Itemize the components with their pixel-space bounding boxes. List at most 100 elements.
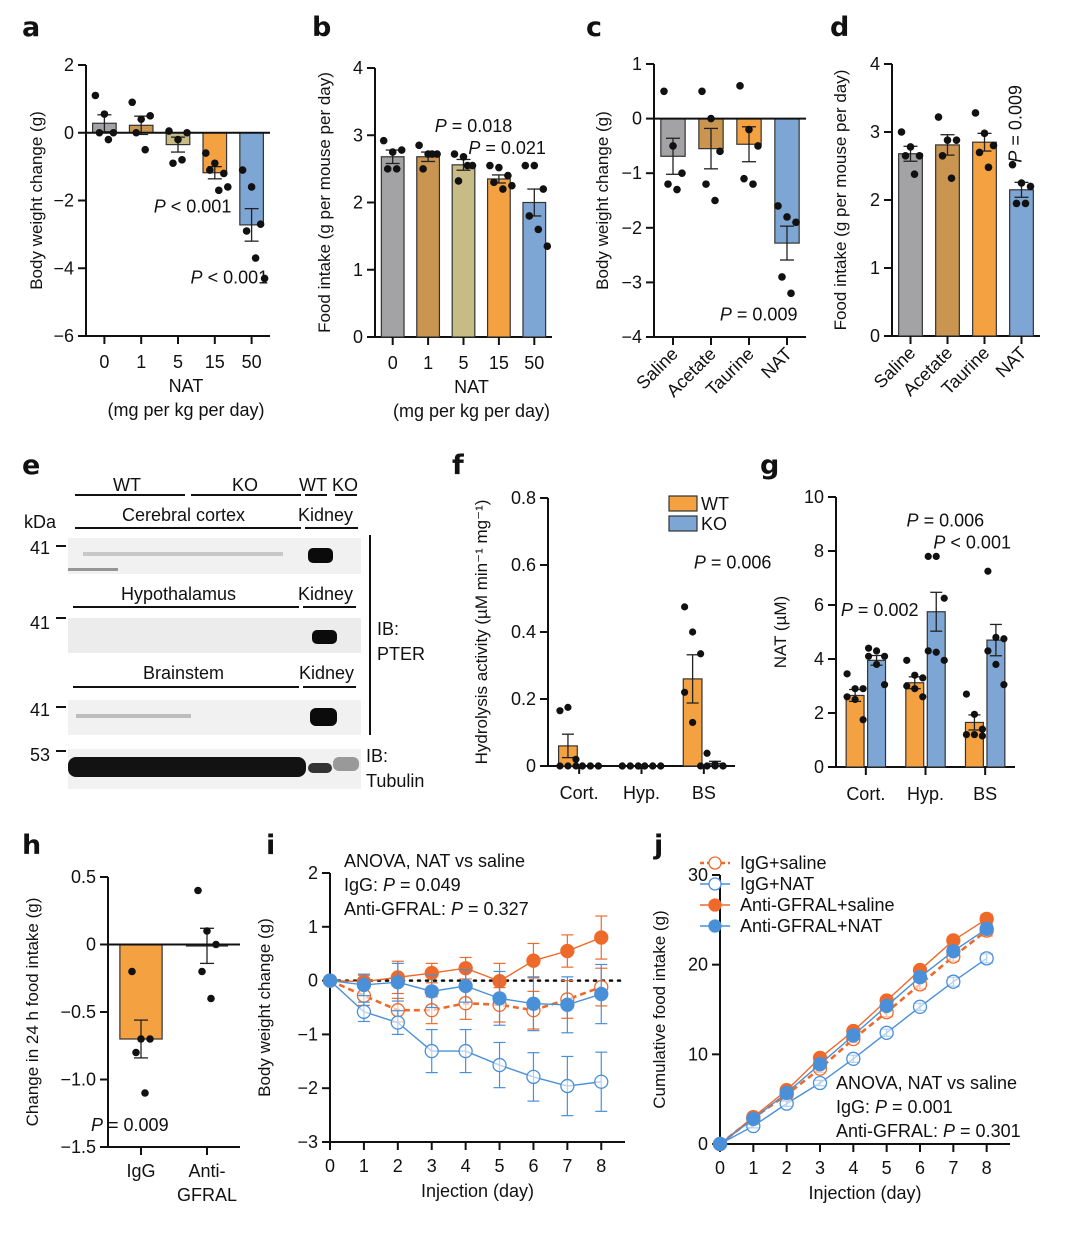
data-point: [664, 180, 672, 188]
panel-letter-a: a: [22, 12, 41, 43]
x-tick-label: 5: [458, 353, 468, 373]
legend-label: Anti-GFRAL+saline: [740, 895, 895, 915]
x-tick-label: GFRAL: [177, 1185, 237, 1205]
y-tick-label: 0: [814, 757, 824, 777]
y-axis-label: Food intake (g per mouse per day): [831, 70, 850, 331]
data-point: [91, 91, 100, 100]
panel-letter-i: i: [266, 830, 276, 861]
data-point: [578, 762, 586, 770]
data-point: [194, 886, 202, 895]
wb-genotype-kidney-ko: KO: [332, 475, 359, 495]
data-point: [879, 1025, 894, 1040]
blot-brainstem: [68, 700, 361, 735]
p-value-annotation: P < 0.001: [933, 532, 1011, 552]
data-point: [100, 110, 109, 118]
data-point: [137, 115, 145, 123]
data-point: [979, 921, 994, 936]
y-tick-label: 1: [870, 258, 880, 278]
wb-ib-tubulin-line1: IB:: [366, 746, 389, 766]
data-point: [1026, 182, 1035, 191]
data-point: [203, 927, 211, 935]
p-value-annotation: P < 0.001: [154, 196, 232, 216]
data-point: [556, 762, 564, 770]
y-tick-label: −2: [297, 1078, 318, 1098]
data-point: [660, 87, 668, 96]
data-point: [911, 671, 919, 679]
y-tick-label: 6: [814, 595, 824, 615]
x-tick-label: 0: [388, 353, 398, 373]
data-point: [415, 141, 423, 150]
data-point: [543, 242, 552, 251]
data-point: [508, 181, 516, 190]
data-point: [525, 212, 534, 220]
wb-ib-tubulin-line2: Tubulin: [366, 771, 425, 791]
x-tick-label: 1: [359, 1156, 369, 1176]
wb-bracket-ko: [191, 494, 301, 496]
data-point: [618, 762, 626, 770]
y-tick-label: 0: [698, 1134, 708, 1154]
y-tick-label: 4: [870, 54, 880, 74]
p-value-annotation: P = 0.006: [694, 552, 772, 572]
data-point: [932, 552, 940, 561]
legend-label: WT: [701, 494, 729, 514]
data-point: [812, 1057, 828, 1072]
data-point: [975, 148, 984, 157]
data-point: [906, 143, 915, 151]
wb-genotype-wt: WT: [113, 475, 141, 495]
x-tick-label: 5: [495, 1156, 505, 1176]
y-axis-label: NAT (µM): [771, 596, 790, 668]
data-point: [356, 1004, 372, 1019]
data-point: [1017, 179, 1026, 187]
blot-hypothalamus: [68, 618, 361, 653]
data-point: [746, 1111, 761, 1127]
y-axis-label: Body weight change (g): [255, 918, 274, 1097]
legend-marker: [708, 877, 722, 891]
data-point: [1012, 199, 1021, 208]
data-point: [783, 213, 791, 221]
data-point: [390, 1015, 405, 1030]
y-axis-label: Change in 24 h food intake (g): [23, 898, 42, 1127]
data-point: [428, 150, 436, 158]
data-point: [560, 1078, 575, 1094]
y-tick-label: 8: [814, 541, 824, 561]
data-point: [989, 141, 998, 150]
data-point: [940, 656, 948, 664]
wb-tissue-cortex: Cerebral cortex: [122, 505, 246, 525]
wb-bracket-kidney-ko: [335, 494, 357, 496]
y-axis-label: Body weight change (g): [593, 111, 612, 290]
panel-letter-d: d: [830, 12, 850, 43]
data-point: [736, 82, 744, 90]
bar: [451, 164, 476, 338]
y-axis-label: Cumulative food intake (g): [650, 910, 669, 1108]
data-point: [946, 974, 961, 989]
legend-label: KO: [701, 514, 727, 534]
data-point: [778, 273, 786, 281]
p-value-annotation: P < 0.001: [191, 267, 269, 287]
data-point: [560, 943, 575, 959]
bar: [486, 178, 511, 338]
data-point: [787, 289, 795, 298]
y-tick-label: 2: [308, 863, 318, 883]
y-tick-label: −2: [53, 191, 74, 211]
y-tick-label: −1: [297, 1024, 318, 1044]
y-tick-label: 2: [64, 55, 74, 75]
legend-label: Anti-GFRAL+NAT: [740, 916, 882, 936]
legend-swatch: [668, 515, 698, 532]
data-point: [678, 169, 686, 177]
data-point: [458, 1043, 473, 1059]
panel-letter-h: h: [22, 830, 42, 861]
data-point: [846, 1028, 861, 1043]
data-point: [779, 1085, 794, 1101]
data-point: [454, 177, 463, 185]
data-point: [530, 161, 539, 170]
data-point: [940, 594, 948, 602]
series-anti-gfral-nat: [712, 921, 994, 1152]
data-point: [556, 707, 564, 715]
x-tick-label: Anti-: [188, 1161, 225, 1181]
data-point: [924, 647, 932, 655]
data-point: [843, 670, 851, 678]
data-point: [897, 128, 906, 136]
x-tick-label: 15: [205, 352, 225, 372]
y-tick-label: 0: [353, 327, 363, 347]
chart-b: 0 1 2 3 4 Food intake (g per mouse per day) 0 1…: [315, 58, 552, 421]
